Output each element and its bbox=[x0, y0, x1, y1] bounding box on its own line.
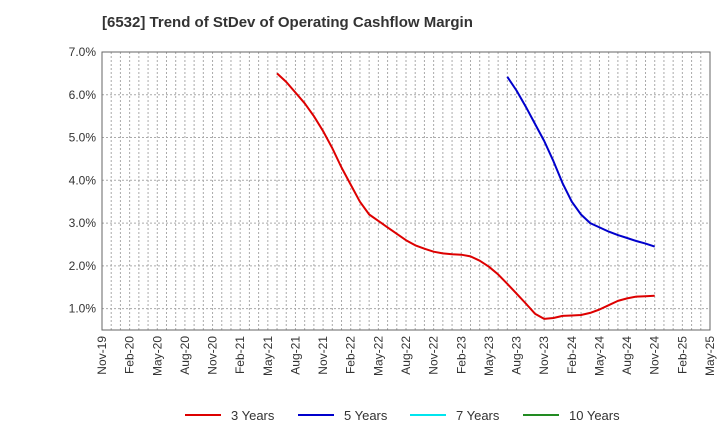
x-tick-label: Nov-23 bbox=[537, 336, 551, 375]
y-tick-label: 1.0% bbox=[69, 302, 97, 316]
legend: 3 Years 5 Years 7 Years 10 Years bbox=[0, 405, 720, 425]
x-tick-label: May-22 bbox=[371, 336, 385, 376]
series-line-3-years bbox=[276, 72, 655, 320]
x-tick-label: May-24 bbox=[592, 336, 606, 376]
x-tick-label: May-25 bbox=[703, 336, 717, 376]
y-tick-label: 5.0% bbox=[69, 131, 97, 145]
x-tick-label: Nov-21 bbox=[316, 336, 330, 375]
x-tick-label: Aug-24 bbox=[620, 336, 634, 375]
legend-label: 5 Years bbox=[344, 407, 388, 423]
legend-item: 3 Years bbox=[185, 405, 274, 425]
grid-layer bbox=[101, 51, 711, 330]
axis-layer: 1.0% 2.0% 3.0% 4.0% 5.0% 6.0% 7.0% Nov-19 Feb-20… bbox=[69, 45, 717, 376]
legend-swatch bbox=[523, 414, 559, 416]
x-tick-label: Feb-21 bbox=[233, 336, 247, 374]
x-tick-label: Aug-23 bbox=[510, 336, 524, 375]
y-tick-label: 7.0% bbox=[69, 45, 97, 59]
x-tick-label: Nov-19 bbox=[95, 336, 109, 375]
plot-border bbox=[101, 51, 711, 331]
x-tick-label: Aug-20 bbox=[178, 336, 192, 375]
x-tick-label: Aug-22 bbox=[399, 336, 413, 375]
chart-title: [6532] Trend of StDev of Operating Cashf… bbox=[102, 14, 473, 31]
y-tick-label: 4.0% bbox=[69, 173, 97, 187]
series-line-5-years bbox=[506, 76, 656, 248]
y-tick-label: 3.0% bbox=[69, 216, 97, 230]
legend-item: 10 Years bbox=[523, 405, 620, 425]
x-tick-label: Feb-20 bbox=[123, 336, 137, 374]
legend-swatch bbox=[410, 414, 446, 416]
x-tick-label: Nov-20 bbox=[206, 336, 220, 375]
x-tick-label: Feb-24 bbox=[565, 336, 579, 374]
legend-label: 10 Years bbox=[569, 407, 620, 423]
x-tick-label: Nov-22 bbox=[427, 336, 441, 375]
legend-label: 3 Years bbox=[231, 407, 275, 423]
legend-item: 5 Years bbox=[298, 405, 387, 425]
x-tick-label: Feb-25 bbox=[675, 336, 689, 374]
legend-label: 7 Years bbox=[456, 407, 500, 423]
x-tick-label: Feb-22 bbox=[344, 336, 358, 374]
x-tick-label: Feb-23 bbox=[454, 336, 468, 374]
y-tick-label: 2.0% bbox=[69, 259, 97, 273]
legend-swatch bbox=[185, 414, 221, 416]
series-layer bbox=[276, 72, 656, 320]
x-tick-label: Nov-24 bbox=[648, 336, 662, 375]
legend-swatch bbox=[298, 414, 334, 416]
legend-item: 7 Years bbox=[410, 405, 499, 425]
x-tick-label: May-21 bbox=[261, 336, 275, 376]
x-tick-label: May-20 bbox=[150, 336, 164, 376]
x-tick-label: May-23 bbox=[482, 336, 496, 376]
y-tick-label: 6.0% bbox=[69, 88, 97, 102]
x-tick-label: Aug-21 bbox=[288, 336, 302, 375]
